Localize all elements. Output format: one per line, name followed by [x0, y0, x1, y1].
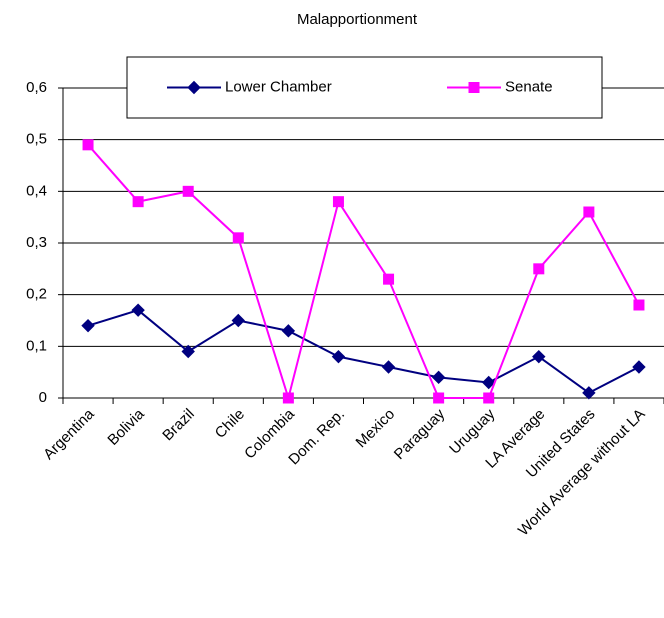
- point: [633, 299, 645, 311]
- y-tick-label: 0,1: [26, 337, 47, 354]
- point: [381, 360, 396, 374]
- point: [81, 318, 95, 333]
- y-tick-label: 0: [39, 389, 47, 406]
- point: [331, 349, 346, 364]
- point: [533, 263, 545, 275]
- y-tick-label: 0,4: [26, 182, 47, 199]
- y-tick-label: 0,3: [26, 234, 47, 251]
- point: [82, 139, 94, 151]
- point: [281, 324, 296, 338]
- point: [383, 273, 395, 285]
- legend-label: Senate: [505, 78, 553, 95]
- point: [431, 370, 446, 385]
- point: [182, 185, 194, 197]
- point: [632, 360, 646, 374]
- point: [181, 344, 195, 359]
- y-tick-label: 0,5: [26, 131, 47, 148]
- x-tick-label: Argentina: [40, 405, 98, 463]
- point: [532, 349, 546, 364]
- point: [583, 206, 595, 218]
- point: [582, 386, 596, 400]
- x-tick-label: Bolivia: [104, 405, 148, 449]
- legend-marker: [468, 82, 480, 93]
- point: [232, 232, 244, 244]
- point: [483, 392, 495, 404]
- point: [231, 313, 245, 328]
- chart-title: Malapportionment: [297, 11, 418, 28]
- point: [332, 196, 344, 208]
- y-tick-label: 0,2: [26, 286, 47, 303]
- x-tick-label: Paraguay: [391, 405, 449, 463]
- x-tick-label: Mexico: [353, 406, 399, 452]
- x-tick-label: Brazil: [159, 406, 198, 445]
- legend-label: Lower Chamber: [225, 78, 332, 95]
- x-tick-label: Chile: [212, 406, 248, 442]
- point: [282, 392, 294, 404]
- point: [482, 375, 496, 390]
- y-tick-label: 0,6: [26, 79, 47, 96]
- series-line: [87, 144, 640, 402]
- legend-marker: [187, 80, 201, 95]
- point: [433, 392, 445, 404]
- series-line: [87, 309, 640, 395]
- point: [131, 303, 145, 317]
- point: [132, 196, 144, 208]
